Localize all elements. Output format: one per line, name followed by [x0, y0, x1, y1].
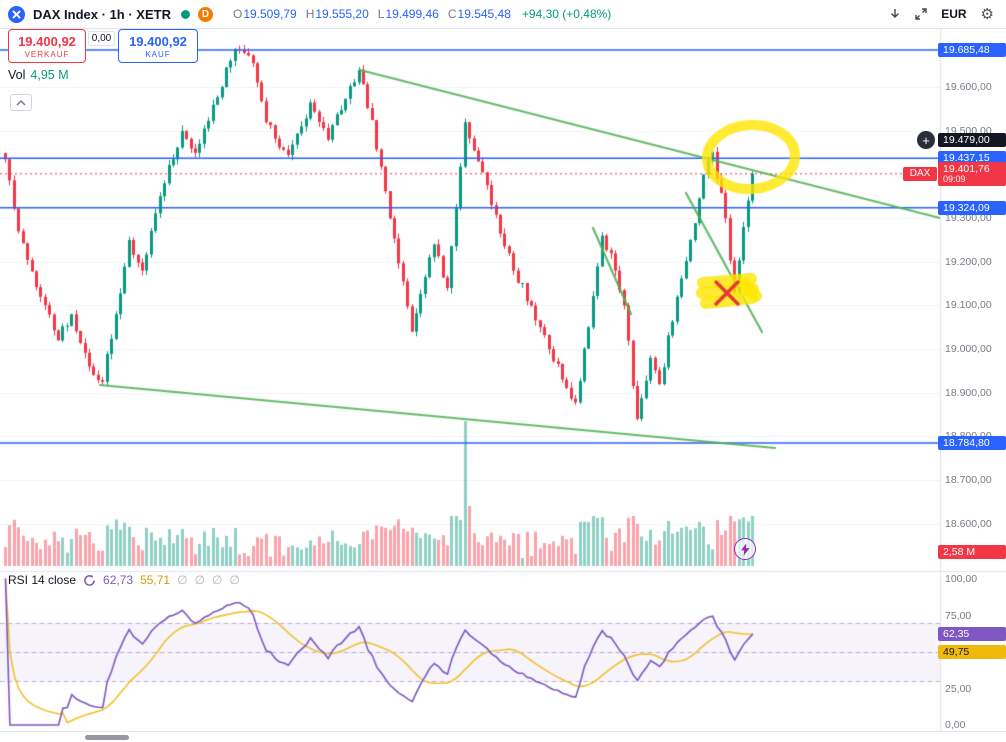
arrow-down-icon[interactable]: [889, 8, 901, 20]
open-value: O19.509,79: [232, 7, 297, 21]
rsi-ma-badge: 49,75: [938, 645, 1006, 660]
rsi-tick-label: 75,00: [945, 609, 972, 622]
chart-header: DAX Index · 1h · XETR D O19.509,79 H19.5…: [0, 0, 1006, 28]
price-tick-label: 18.700,00: [945, 474, 992, 486]
last-price-value: 19.401,76: [943, 162, 990, 175]
rsi-tick-label: 0,00: [945, 719, 966, 731]
add-alert-button[interactable]: +: [917, 131, 935, 150]
last-price-badge: 19.401,76 09:09: [938, 161, 1006, 186]
rsi-indicator-header: RSI 14 close 62,73 55,71 ∅ ∅ ∅ ∅: [8, 572, 240, 588]
rsi-tick-label: 25,00: [945, 682, 972, 695]
price-tick-label: 19.200,00: [945, 255, 992, 268]
x-logo-icon: [12, 9, 21, 19]
price-tick-label: 19.000,00: [945, 343, 992, 356]
symbol-title[interactable]: DAX Index · 1h · XETR: [33, 6, 171, 22]
rsi-empty-value: ∅: [212, 573, 223, 587]
close-value: C19.545,48: [447, 7, 511, 21]
price-tick-label: 19.100,00: [945, 299, 992, 312]
price-level-badge: 18.784,80: [938, 436, 1006, 450]
price-tick-label: 18.900,00: [945, 386, 992, 399]
price-tick-label: 19.600,00: [945, 81, 992, 94]
crosshair-price-badge: 19.479,00: [938, 133, 1006, 148]
price-scale[interactable]: 19.479,00 19.401,76 09:09 2,58 M 19.600,…: [938, 28, 1006, 732]
price-change: +94,30 (+0,48%): [521, 7, 612, 21]
volume-badge: 2,58 M: [938, 545, 1006, 559]
buy-price: 19.400,92: [129, 33, 187, 49]
sell-price: 19.400,92: [18, 33, 76, 49]
low-value: L19.499,46: [377, 7, 439, 21]
horizontal-scrollbar[interactable]: [85, 735, 129, 740]
currency-button[interactable]: EUR: [941, 7, 967, 21]
price-tick-label: 18.600,00: [945, 517, 992, 530]
rsi-empty-value: ∅: [194, 573, 206, 587]
volume-value: 4,95 M: [30, 68, 69, 82]
price-tick-label: 19.300,00: [945, 212, 992, 225]
buy-button[interactable]: 19.400,92 KAUF: [118, 29, 198, 63]
high-value: H19.555,20: [305, 7, 369, 21]
settings-gear-icon[interactable]: ⚙: [980, 5, 994, 23]
fullscreen-icon[interactable]: [915, 8, 927, 20]
rsi-empty-value: ∅: [229, 573, 240, 587]
price-level-badge: 19.324,09: [938, 200, 1006, 215]
volume-label: Vol: [8, 68, 26, 82]
rsi-empty-value: ∅: [177, 573, 188, 587]
buy-label: KAUF: [145, 49, 171, 59]
market-status-dot: [180, 9, 190, 19]
rsi-title[interactable]: RSI 14 close: [8, 573, 77, 587]
header-tools: EUR ⚙: [889, 7, 998, 22]
symbol-price-tag: DAX: [903, 166, 937, 181]
volume-indicator: Vol 4,95 M: [8, 68, 69, 82]
time-axis-strip: [0, 732, 1006, 742]
rsi-value: 62,73: [103, 573, 134, 587]
collapse-panel-button[interactable]: [10, 94, 32, 111]
last-price-time: 09:09: [943, 173, 966, 184]
price-level-badge: 19.685,48: [938, 43, 1006, 57]
chevron-up-icon: [16, 99, 26, 106]
rsi-tick-label: 100,00: [945, 573, 978, 585]
sell-button[interactable]: 19.400,92 VERKAUF: [8, 29, 86, 63]
delayed-data-badge: D: [197, 6, 213, 22]
rsi-value-badge: 62,35: [938, 626, 1006, 641]
sell-label: VERKAUF: [24, 49, 70, 59]
rsi-ma-value: 55,71: [140, 573, 171, 587]
refresh-icon[interactable]: [83, 574, 96, 587]
lightning-icon[interactable]: [734, 538, 756, 560]
ohlc-values: O19.509,79 H19.555,20 L19.499,46 C19.545…: [233, 7, 611, 21]
spread-value: 0,00: [88, 31, 115, 46]
dax-logo[interactable]: [8, 5, 25, 23]
